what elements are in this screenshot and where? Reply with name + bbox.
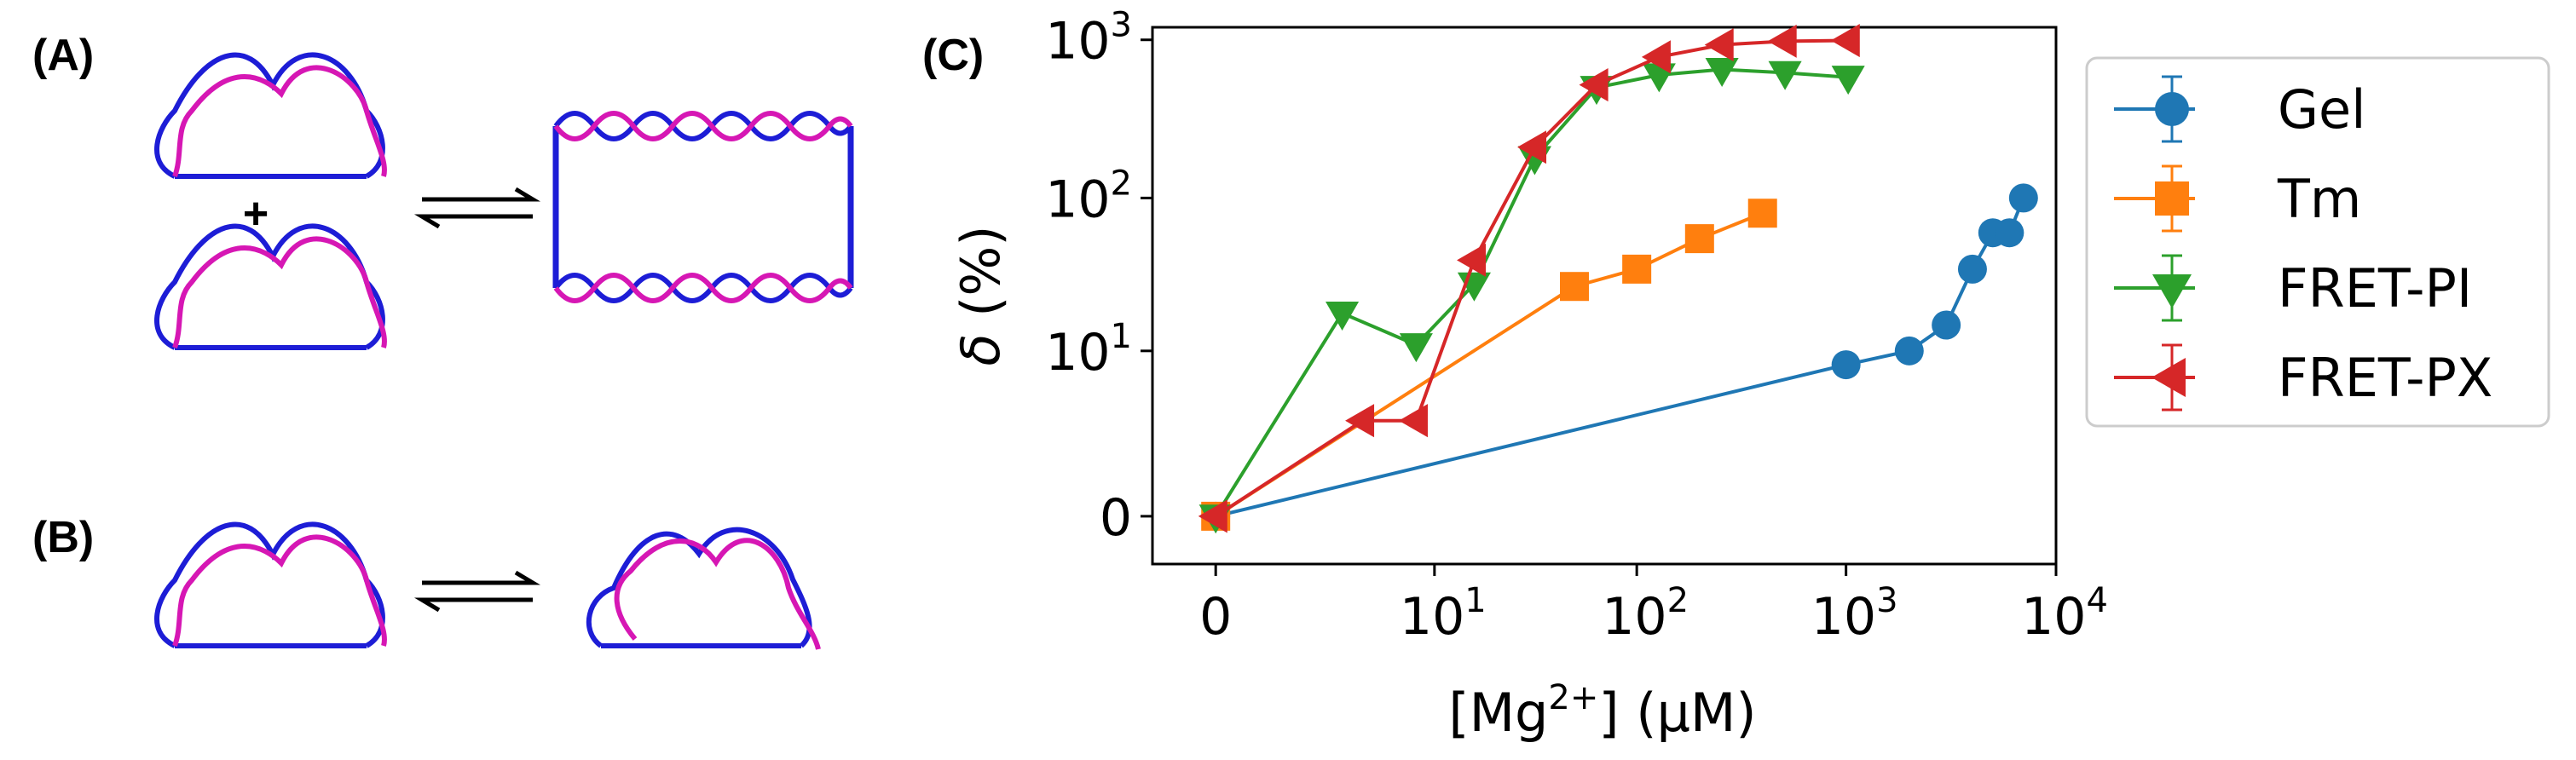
x-tick-label: 102 — [1602, 581, 1689, 647]
axis-ticks: 0 101 102 103 104 0 101 102 103 — [1045, 6, 2108, 647]
chart-legend: Gel Tm FRET-PI FRET-PX — [2085, 56, 2550, 428]
data-point — [1560, 272, 1590, 302]
data-point — [1457, 243, 1487, 277]
data-point — [1767, 24, 1797, 58]
hairpin-top — [154, 52, 387, 179]
hairpin-bottom — [154, 223, 387, 350]
series-gel — [1201, 183, 2038, 531]
x-tick-label: 104 — [2021, 581, 2108, 647]
legend-label: Tm — [2277, 168, 2361, 230]
equilibrium-arrows-a — [413, 187, 541, 229]
legend-entry-gel: Gel — [2114, 75, 2365, 143]
series-layer — [1198, 24, 2038, 534]
y-axis-label: δ (%) — [950, 226, 1012, 366]
legend-frame — [2085, 56, 2550, 428]
series-fret-px — [1198, 24, 1860, 533]
panel-b-diagram — [154, 521, 821, 650]
data-point — [1641, 40, 1671, 74]
paranemic-dimer — [552, 111, 854, 303]
data-point — [1894, 336, 1924, 366]
legend-marker — [2152, 274, 2192, 308]
series-line — [1215, 38, 1849, 518]
legend-label: FRET-PI — [2278, 257, 2472, 320]
chart-c: 0 101 102 103 104 0 101 102 103 [Mg2+] (μM) δ (%… — [950, 6, 2108, 744]
y-tick-label: 0 — [1100, 488, 1132, 548]
x-tick-label: 103 — [1811, 581, 1898, 647]
data-point — [1957, 254, 1987, 284]
legend-entry-fret-pi: FRET-PI — [2114, 254, 2472, 322]
panel-label-a: (A) — [32, 31, 94, 80]
data-point — [1326, 301, 1360, 331]
data-point — [2008, 183, 2038, 213]
data-point — [1831, 66, 1865, 95]
x-tick-label: 0 — [1199, 587, 1232, 647]
x-tick-label: 101 — [1400, 581, 1487, 647]
y-tick-label: 101 — [1045, 317, 1132, 383]
y-tick-label: 103 — [1045, 6, 1132, 72]
data-point — [1198, 499, 1227, 533]
legend-marker — [2151, 358, 2186, 397]
series-line — [1214, 67, 1849, 517]
data-point — [1579, 68, 1609, 102]
legend-label: FRET-PX — [2278, 347, 2492, 409]
legend-marker — [2155, 92, 2189, 126]
data-point — [1705, 57, 1739, 87]
legend-marker — [2155, 181, 2189, 216]
series-line — [1215, 211, 1764, 518]
data-point — [1932, 310, 1961, 340]
series-tm — [1201, 199, 1777, 531]
panel-label-c: (C) — [922, 31, 984, 80]
panel-label-b: (B) — [32, 513, 94, 562]
data-point — [1684, 224, 1714, 254]
plot-frame — [1151, 26, 2058, 566]
legend-label: Gel — [2278, 78, 2365, 141]
data-point — [1704, 28, 1734, 62]
data-point — [1622, 254, 1652, 284]
data-point — [1517, 130, 1547, 164]
data-point — [1399, 333, 1433, 363]
data-point — [1768, 60, 1802, 90]
legend-entry-fret-px: FRET-PX — [2114, 343, 2492, 412]
series-fret-pi — [1198, 57, 1865, 534]
y-tick-label: 102 — [1045, 164, 1132, 229]
data-point — [1830, 24, 1860, 58]
data-point — [1747, 199, 1777, 228]
legend-entry-tm: Tm — [2114, 164, 2361, 233]
hairpin-open — [586, 527, 821, 650]
panel-a-diagram: + — [154, 52, 854, 350]
x-axis-label: [Mg2+] (μM) — [1448, 678, 1756, 744]
data-point — [1831, 350, 1861, 380]
data-point — [1398, 404, 1428, 438]
equilibrium-arrows-b — [413, 570, 541, 613]
data-point — [1995, 218, 2024, 248]
hairpin-closed — [154, 521, 387, 648]
data-point — [1345, 404, 1375, 438]
